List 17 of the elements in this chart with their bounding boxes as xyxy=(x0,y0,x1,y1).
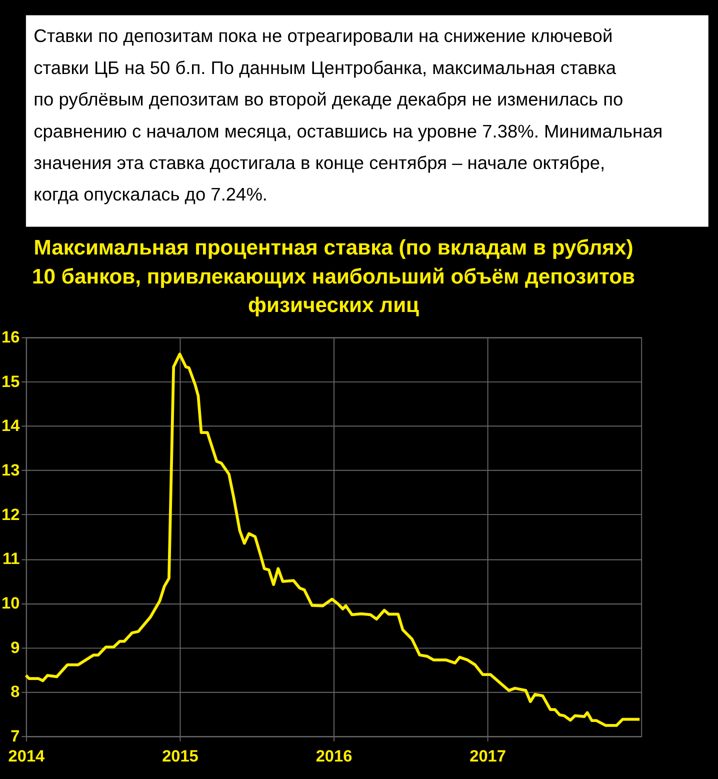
x-tick-label: 2017 xyxy=(470,748,506,766)
y-tick-label: 15 xyxy=(2,372,20,391)
x-tick-label: 2016 xyxy=(316,748,352,766)
y-tick-label: 11 xyxy=(2,550,20,568)
y-tick-label: 14 xyxy=(2,417,20,436)
chart-title: Максимальная процентная ставка (по вкладам в рублях) 10 банков, привлекающих наибольший объём депозитов физических лиц xyxy=(32,236,636,318)
y-tick-label: 10 xyxy=(2,594,20,612)
y-tick-label: 7 xyxy=(10,727,20,746)
y-tick-label: 9 xyxy=(10,638,20,657)
line-series xyxy=(24,352,642,727)
y-tick-label: 16 xyxy=(2,328,20,347)
y-tick-label: 12 xyxy=(2,506,20,524)
x-tick-label: 2015 xyxy=(162,748,198,766)
y-tick-label: 8 xyxy=(10,683,20,702)
y-tick-label: 13 xyxy=(2,461,20,480)
text: Ставки по депозитам пока не отреагировали на снижение ключевой ставки ЦБ на 50 б.п. По данным Центробанка, максимальная ставка по рублёвым депозитам во второй декаде декабря не изменилась по сравнению с началом месяца, оставшись на уровне 7.38%. Минимальная значения эта ставка достигала в конце сентября – начале октябре, когда опускалась до 7.24%. xyxy=(34,25,663,205)
x-tick-label: 2014 xyxy=(8,748,45,766)
